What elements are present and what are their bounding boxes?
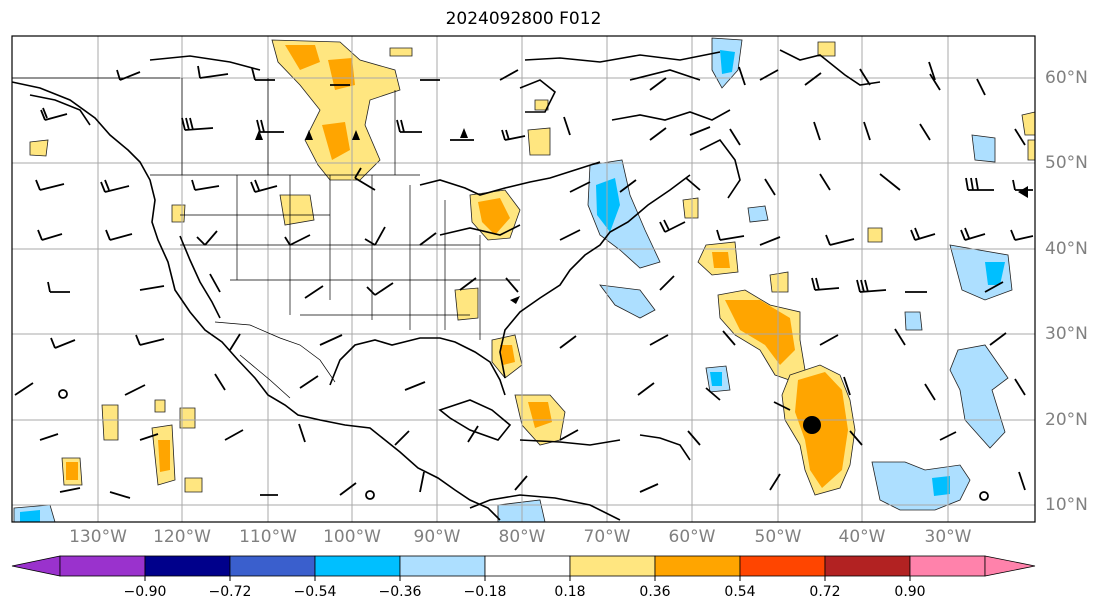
political-borders: [12, 77, 520, 399]
colorbar-tick-label: −0.54: [293, 584, 337, 600]
colorbar-extend-low: [11, 555, 61, 577]
lon-label: 110°W: [239, 527, 297, 547]
lat-label: 30°N: [1045, 324, 1088, 344]
map-frame: [11, 35, 1036, 523]
lon-label: 50°W: [754, 527, 802, 547]
lat-label: 40°N: [1045, 239, 1088, 259]
lat-label: 50°N: [1045, 153, 1088, 173]
colorbar-tick-label: −0.90: [123, 584, 167, 600]
lon-label: 120°W: [153, 527, 211, 547]
lat-label: 60°N: [1045, 68, 1088, 88]
lon-label: 90°W: [413, 527, 461, 547]
map-title: 2024092800 F012: [445, 9, 602, 29]
wind-flags: [255, 128, 1028, 304]
colorbar-tick-label: −0.72: [208, 584, 252, 600]
lat-label: 10°N: [1045, 495, 1088, 515]
colorbar-tick-label: 0.18: [554, 584, 586, 600]
colorbar-tick-label: 0.54: [724, 584, 756, 600]
lon-label: 80°W: [498, 527, 546, 547]
calm-markers: [58, 389, 989, 501]
lon-label: 30°W: [924, 527, 972, 547]
colorbar-tick-label: −0.18: [463, 584, 507, 600]
lon-label: 40°W: [838, 527, 886, 547]
lon-label: 70°W: [583, 527, 631, 547]
colorbar-tick-label: 0.36: [639, 584, 671, 600]
colorbar-extend-high: [984, 555, 1036, 577]
colorbar-tick-label: 0.90: [894, 584, 926, 600]
lon-label: 130°W: [69, 527, 127, 547]
wind-barbs: [14, 61, 1034, 499]
lat-label: 20°N: [1045, 410, 1088, 430]
colorbar-tick-label: 0.72: [809, 584, 841, 600]
coastlines: [11, 49, 881, 521]
storm-center-marker: [803, 416, 821, 434]
colorbar-tick-label: −0.36: [378, 584, 422, 600]
lon-label: 60°W: [668, 527, 716, 547]
lon-label: 100°W: [323, 527, 381, 547]
colorbar: [11, 555, 1036, 581]
